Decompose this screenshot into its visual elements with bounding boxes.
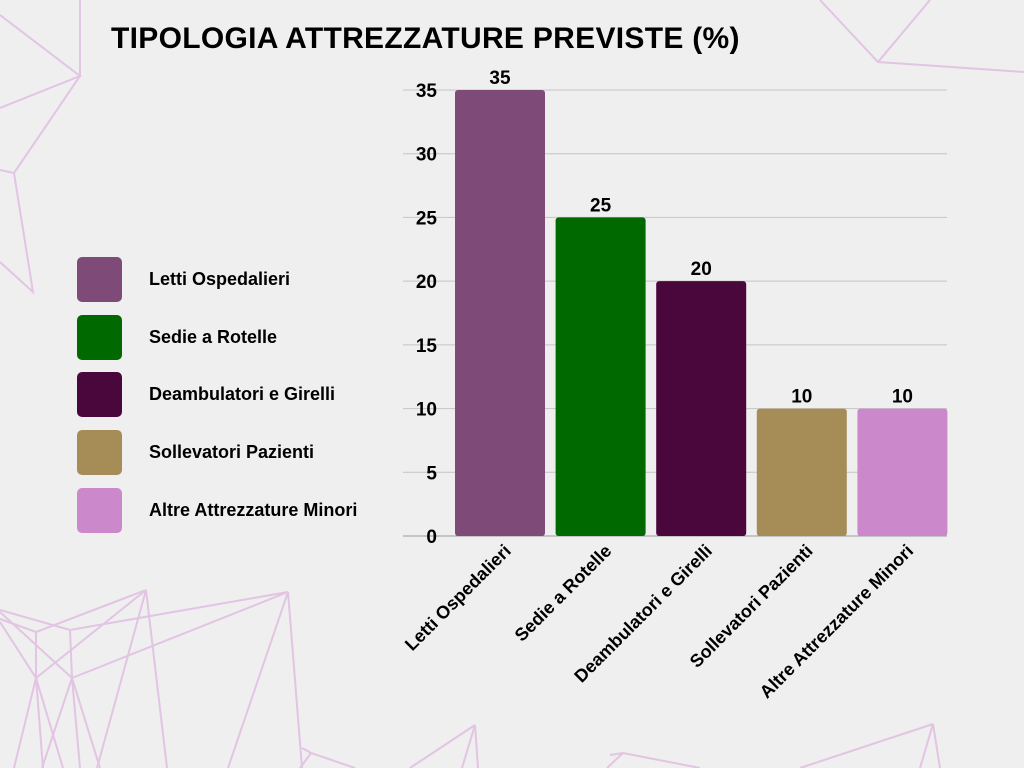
bar-chart: 0 5 10 15 20 25 30 35 35 Letti Ospedalieri 25 Sedie… xyxy=(401,68,948,702)
legend-item: Sedie a Rotelle xyxy=(77,314,278,360)
legend-label: Altre Attrezzature Minori xyxy=(149,499,358,520)
data-label: 20 xyxy=(691,259,712,280)
legend-swatch xyxy=(77,487,122,533)
data-label: 10 xyxy=(791,387,812,408)
x-tick-label: Letti Ospedalieri xyxy=(401,541,515,655)
bar xyxy=(656,281,747,536)
bar xyxy=(756,408,847,536)
bar xyxy=(455,90,545,536)
y-tick-label: 10 xyxy=(416,400,437,421)
legend-item: Letti Ospedalieri xyxy=(77,257,290,302)
y-tick-label: 20 xyxy=(416,272,437,293)
legend-label: Sedie a Rotelle xyxy=(149,326,278,347)
bar xyxy=(857,408,948,536)
y-tick-label: 15 xyxy=(416,336,438,357)
legend-label: Letti Ospedalieri xyxy=(149,269,291,289)
legend-label: Deambulatori e Girelli xyxy=(149,384,336,405)
data-label: 35 xyxy=(489,68,511,89)
legend-item: Sollevatori Pazienti xyxy=(77,430,315,476)
y-tick-label: 0 xyxy=(426,527,437,548)
y-tick-label: 5 xyxy=(426,463,437,484)
legend-swatch xyxy=(77,257,122,302)
x-tick-label: Sedie a Rotelle xyxy=(511,541,616,646)
y-tick-label: 30 xyxy=(416,145,437,166)
legend-swatch xyxy=(77,314,122,360)
y-tick-label: 25 xyxy=(416,208,438,229)
data-label: 10 xyxy=(892,387,913,408)
legend-item: Altre Attrezzature Minori xyxy=(77,487,358,533)
legend-swatch xyxy=(77,372,122,418)
y-tick-label: 35 xyxy=(416,81,438,102)
data-label: 25 xyxy=(590,195,612,216)
legend-swatch xyxy=(77,430,122,476)
bar xyxy=(555,217,646,536)
legend-label: Sollevatori Pazienti xyxy=(149,442,315,463)
chart-title: TIPOLOGIA ATTREZZATURE PREVISTE (%) xyxy=(111,22,740,55)
legend-item: Deambulatori e Girelli xyxy=(77,372,336,418)
